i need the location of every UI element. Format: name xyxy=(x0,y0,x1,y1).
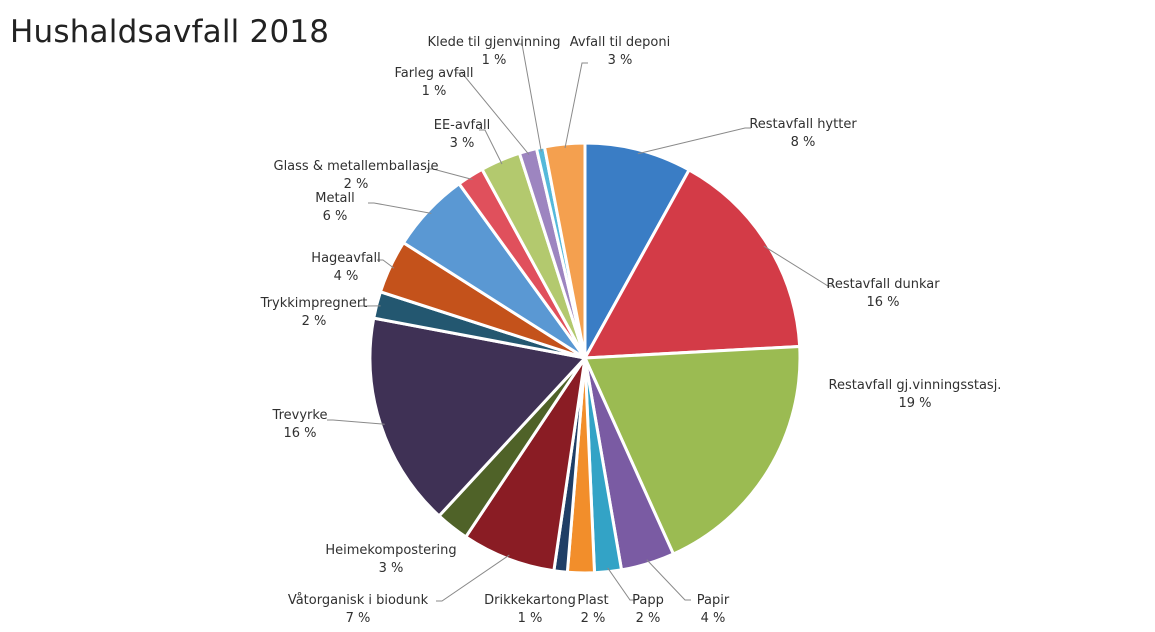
slice-percent: 1 % xyxy=(517,611,543,626)
leader-line-klede-til-gjenvinning xyxy=(516,43,542,152)
slice-percent: 2 % xyxy=(301,314,327,329)
leader-line-restavfall-dunkar xyxy=(763,245,834,287)
slice-name: Trevyrke xyxy=(272,408,328,423)
slice-label-restavfall-hytter: Restavfall hytter 8 % xyxy=(749,116,856,152)
slice-name: Heimekompostering xyxy=(325,543,457,558)
pie-slice-restavfall-dunkar xyxy=(583,168,802,360)
slice-label-trykkimpregnert: Trykkimpregnert 2 % xyxy=(261,295,368,331)
slice-label-papp: Papp 2 % xyxy=(632,592,664,628)
slice-percent: 4 % xyxy=(333,269,359,284)
slice-label-plast: Plast 2 % xyxy=(577,592,608,628)
slice-label-papir: Papir 4 % xyxy=(697,592,729,628)
pie-slice-trevyrke xyxy=(368,316,587,518)
slice-name: Klede til gjenvinning xyxy=(427,35,561,50)
leader-line-ee-avfall xyxy=(479,129,503,165)
slice-name: Drikkekartong xyxy=(484,593,576,608)
slice-percent: 4 % xyxy=(700,611,726,626)
leader-line-glass-and-metallemballasje xyxy=(427,168,473,181)
slice-percent: 19 % xyxy=(898,396,932,411)
slice-label-glass-and-metallemballasje: Glass & metallemballasje 2 % xyxy=(273,158,438,194)
leader-line-restavfall-hytter xyxy=(637,127,751,155)
slice-percent: 1 % xyxy=(421,84,447,99)
leader-line-avfall-til-deponi xyxy=(564,62,588,149)
slice-percent: 3 % xyxy=(607,53,633,68)
slice-percent: 1 % xyxy=(481,53,507,68)
slice-label-vatorganisk-i-biodunk: Våtorganisk i biodunk 7 % xyxy=(288,592,428,628)
slice-label-trevyrke: Trevyrke 16 % xyxy=(273,407,328,443)
leader-line-trevyrke xyxy=(327,419,385,425)
slice-name: Papp xyxy=(632,593,664,608)
slice-name: Restavfall dunkar xyxy=(826,277,940,292)
slice-name: Hageavfall xyxy=(311,251,381,266)
leader-line-farleg-avfall xyxy=(456,72,530,155)
slice-name: Avfall til deponi xyxy=(569,35,671,50)
leader-line-metall xyxy=(368,202,432,214)
pie-slice-avfall-til-deponi xyxy=(542,141,587,360)
slice-name: Papir xyxy=(696,593,730,608)
slice-label-heimekompostering: Heimekompostering 3 % xyxy=(325,542,456,578)
slice-name: EE-avfall xyxy=(433,118,491,133)
slice-label-drikkekartong: Drikkekartong 1 % xyxy=(484,592,576,628)
slice-name: Restavfall gj.vinningsstasj. xyxy=(828,378,1002,393)
slice-name: Trykkimpregnert xyxy=(260,296,368,311)
slice-label-ee-avfall: EE-avfall 3 % xyxy=(434,117,491,153)
leader-line-vatorganisk-i-biodunk xyxy=(436,554,510,602)
slice-name: Våtorganisk i biodunk xyxy=(287,593,429,608)
slice-label-metall: Metall 6 % xyxy=(315,190,355,226)
slice-name: Farleg avfall xyxy=(394,66,474,81)
leader-line-papp xyxy=(607,567,636,601)
slice-percent: 2 % xyxy=(343,177,369,192)
slice-label-restavfall-gj-vinningsstasj: Restavfall gj.vinningsstasj. 19 % xyxy=(829,377,1002,413)
slice-name: Plast xyxy=(577,593,609,608)
slice-percent: 16 % xyxy=(283,426,317,441)
pie-slice-restavfall-hytter xyxy=(583,141,691,360)
leader-line-hageavfall xyxy=(377,259,395,269)
slice-percent: 2 % xyxy=(580,611,606,626)
slice-percent: 7 % xyxy=(345,611,371,626)
slice-label-farleg-avfall: Farleg avfall 1 % xyxy=(394,65,473,101)
slice-percent: 2 % xyxy=(635,611,661,626)
slice-name: Metall xyxy=(315,191,355,206)
slice-label-klede-til-gjenvinning: Klede til gjenvinning 1 % xyxy=(428,34,561,70)
slice-label-avfall-til-deponi: Avfall til deponi 3 % xyxy=(570,34,670,70)
slice-percent: 16 % xyxy=(866,295,900,310)
slice-name: Glass & metallemballasje xyxy=(273,159,439,174)
slice-name: Restavfall hytter xyxy=(749,117,857,132)
slice-percent: 3 % xyxy=(378,561,404,576)
slice-percent: 8 % xyxy=(790,135,816,150)
slice-label-hageavfall: Hageavfall 4 % xyxy=(311,250,380,286)
slice-percent: 3 % xyxy=(449,136,475,151)
chart-title: Hushaldsavfall 2018 xyxy=(10,14,330,50)
slice-label-restavfall-dunkar: Restavfall dunkar 16 % xyxy=(826,276,939,312)
slice-percent: 6 % xyxy=(322,209,348,224)
pie-slice-restavfall-gj-vinningsstasj xyxy=(583,344,802,556)
leader-line-papir xyxy=(646,559,691,601)
